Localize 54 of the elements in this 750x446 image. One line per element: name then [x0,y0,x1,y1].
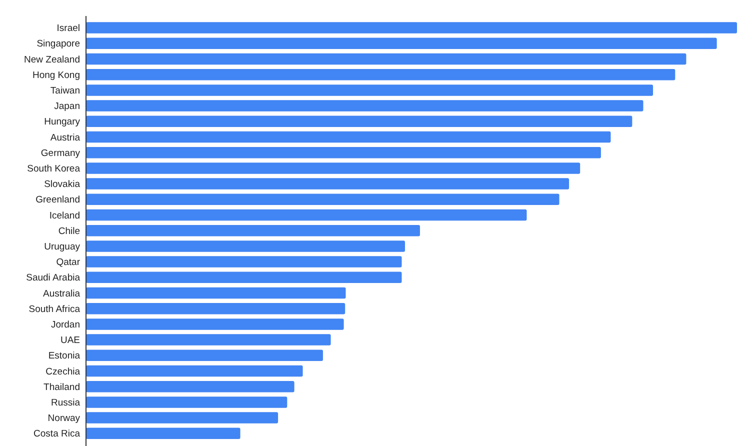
y-tick-label: Russia [50,398,81,409]
bar [86,146,601,158]
y-tick-label: Singapore [36,38,80,50]
y-tick-label: Hong Kong [32,70,80,81]
bar [86,240,405,252]
y-tick-label: Greenland [36,194,80,206]
bar [86,224,420,236]
bar [86,131,611,143]
y-tick-label: Saudi Arabia [26,272,81,284]
bar [86,428,240,440]
y-tick-label: Jordan [50,320,80,331]
y-tick-label: Estonia [48,350,81,362]
y-tick-label: Austria [50,132,81,144]
bar [86,334,331,346]
bar [86,162,580,174]
y-tick-label: Taiwan [50,86,80,97]
y-tick-label: Qatar [56,257,80,268]
y-tick-label: Germany [40,148,80,159]
bar [86,38,717,50]
bar [86,68,676,80]
bar [86,116,632,128]
y-tick-label: Costa Rica [34,428,81,440]
y-tick-label: UAE [60,335,80,346]
bar [86,302,346,314]
bar [86,84,654,96]
bar [86,318,344,330]
bar [86,209,527,221]
y-tick-label: Thailand [44,382,80,393]
y-tick-label: South Africa [28,304,81,315]
bar [86,178,570,190]
bar [86,100,644,112]
bar [86,350,323,362]
y-tick-label: Uruguay [44,242,80,253]
bar [86,22,737,34]
y-tick-label: Israel [56,23,80,34]
bar [86,256,402,268]
bar [86,194,560,206]
bar [86,287,346,299]
bar [86,272,402,284]
y-tick-label: Slovakia [44,179,81,190]
bar [86,365,303,377]
y-tick-label: Hungary [44,116,80,128]
bar [86,380,294,392]
y-tick-label: Norway [48,413,80,424]
y-tick-label: New Zealand [24,54,80,66]
bar [86,412,278,424]
y-tick-label: Japan [54,101,80,112]
y-tick-label: Australia [43,288,81,300]
y-tick-label: Czechia [46,366,81,378]
bar [86,396,288,408]
y-tick-label: Chile [58,226,80,237]
y-tick-label: South Korea [27,164,81,175]
bar [86,53,686,65]
y-tick-label: Iceland [49,210,80,222]
